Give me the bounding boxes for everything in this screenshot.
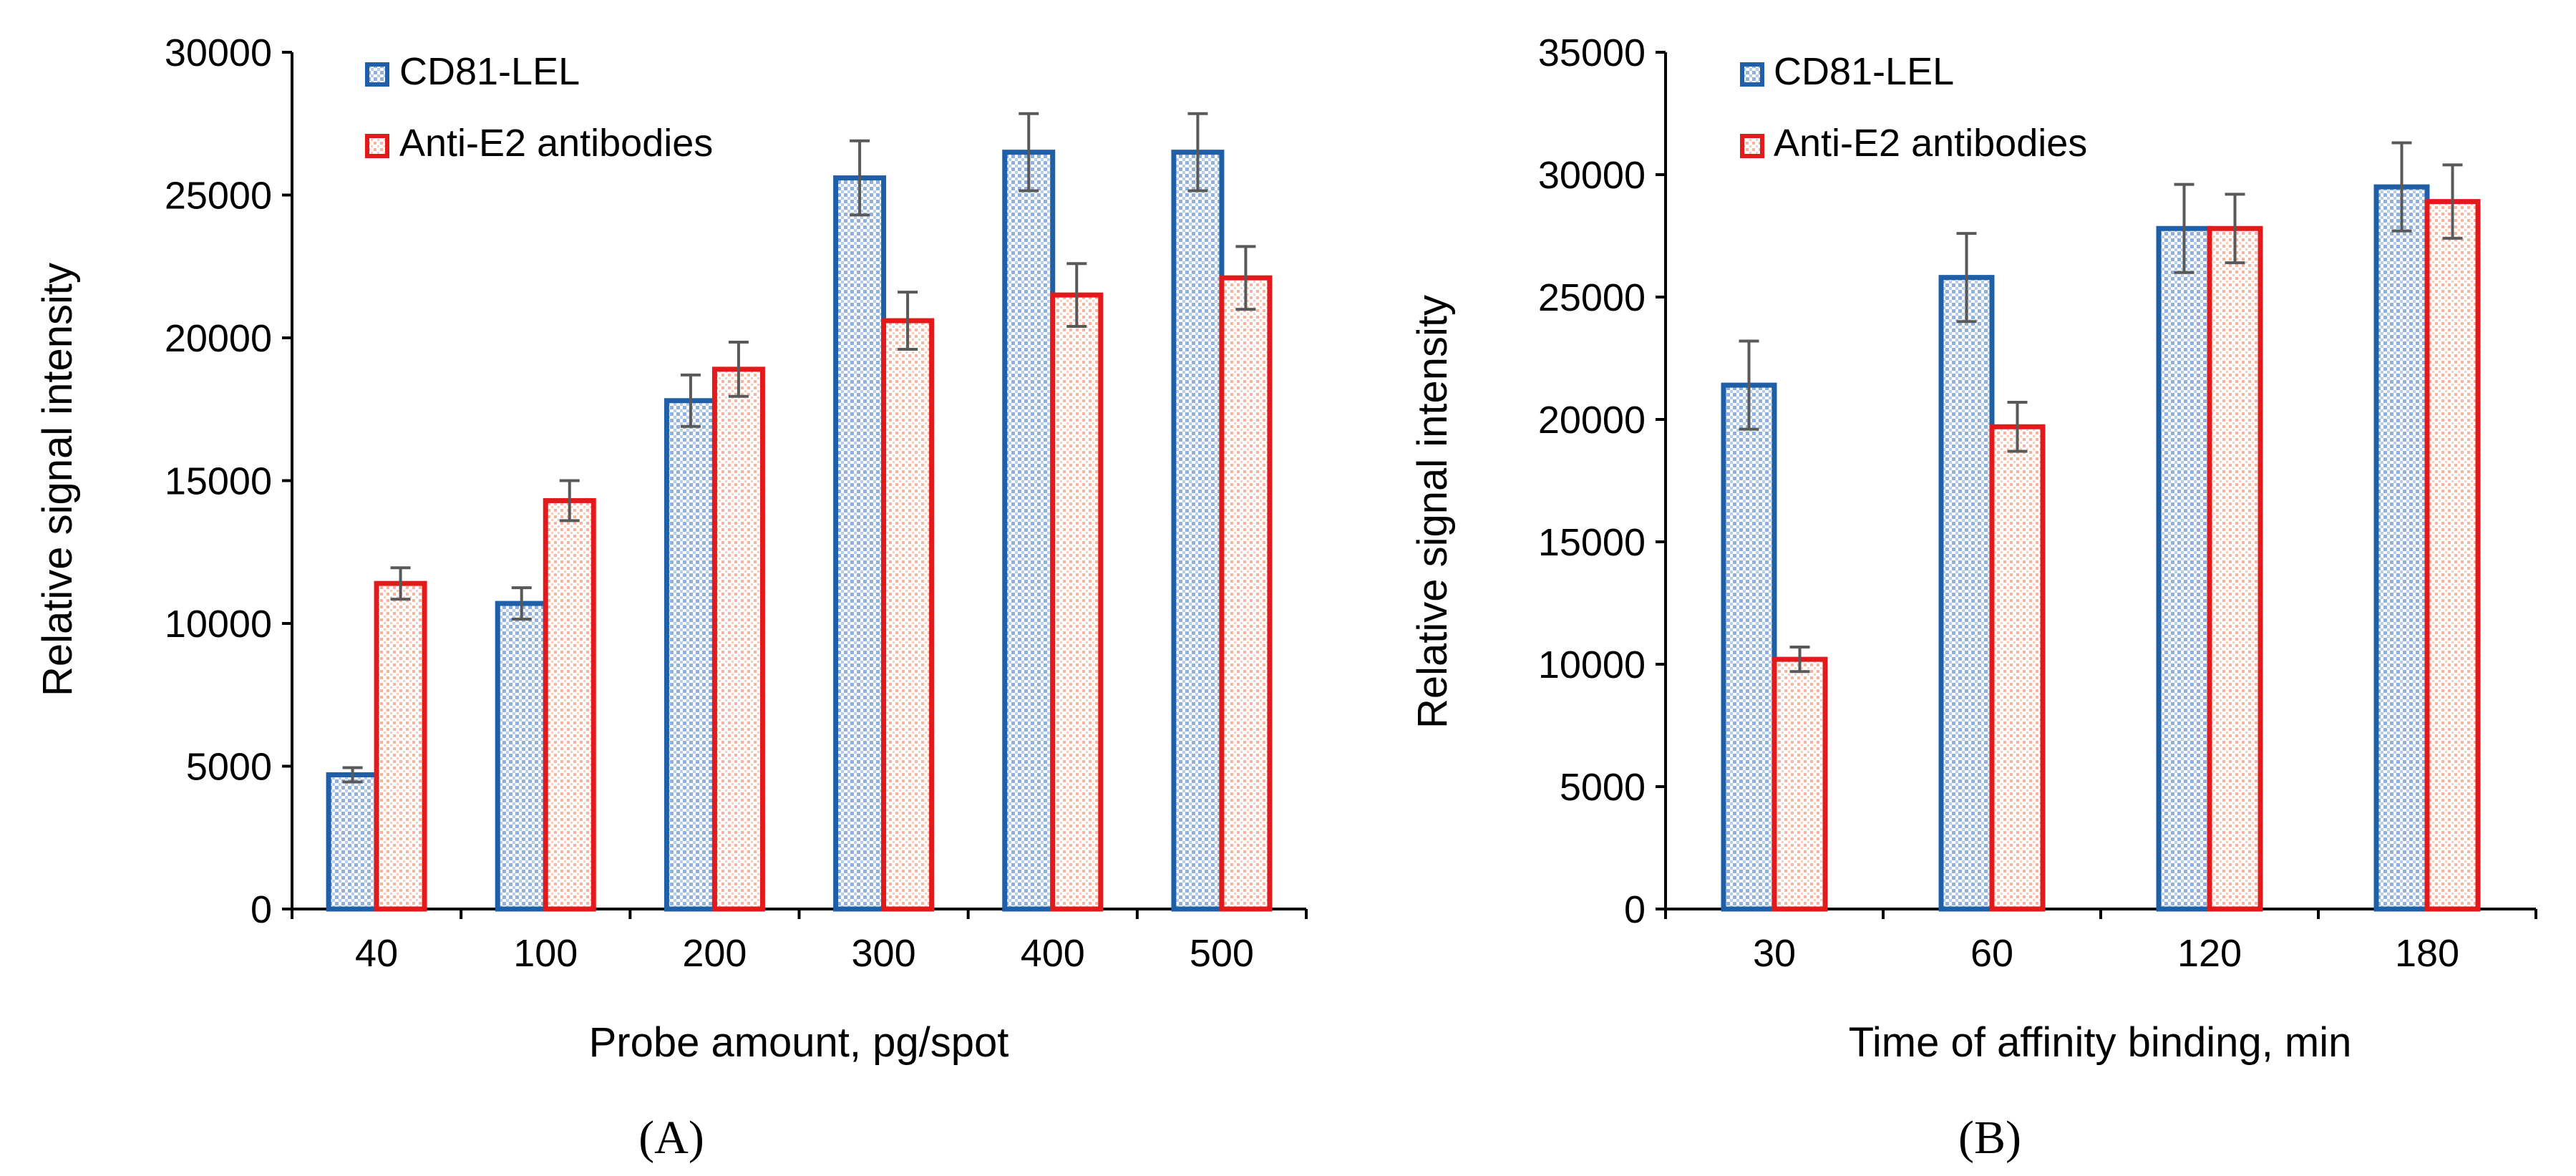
y-tick-label: 0 bbox=[1624, 888, 1646, 931]
legend-swatch-anti-e2 bbox=[365, 134, 389, 158]
legend-swatch-anti-e2 bbox=[1740, 134, 1764, 158]
bar-cd81-180 bbox=[2373, 184, 2430, 912]
x-tick-label: 120 bbox=[2177, 932, 2242, 975]
panel-a-y-axis-label: Relative signal intensity bbox=[34, 263, 81, 696]
legend-swatch-cd81 bbox=[1740, 62, 1764, 87]
panel-b-label: (B) bbox=[1958, 1112, 2021, 1164]
y-tick-label: 5000 bbox=[1560, 766, 1646, 809]
y-tick-label: 30000 bbox=[1538, 154, 1646, 197]
y-tick-label: 0 bbox=[251, 888, 272, 931]
x-tick-label: 400 bbox=[1021, 932, 1085, 975]
y-tick-label: 25000 bbox=[1538, 276, 1646, 319]
y-tick-label: 15000 bbox=[165, 460, 272, 503]
bar-cd81-200 bbox=[664, 398, 717, 912]
panel-b-x-axis-label: Time of affinity binding, min bbox=[1849, 1019, 2352, 1066]
bar-anti-e2-100 bbox=[543, 497, 596, 912]
bar-anti-e2-500 bbox=[1219, 275, 1273, 912]
legend-label-anti-e2: Anti-E2 antibodies bbox=[1774, 122, 2087, 165]
bar-cd81-120 bbox=[2156, 225, 2212, 912]
y-tick-label: 30000 bbox=[165, 31, 272, 74]
x-tick-label: 200 bbox=[682, 932, 747, 975]
x-tick-label: 60 bbox=[1970, 932, 2013, 975]
bar-cd81-100 bbox=[495, 601, 548, 912]
bar-anti-e2-180 bbox=[2424, 199, 2481, 912]
legend-label-cd81: CD81-LEL bbox=[399, 50, 580, 93]
bar-anti-e2-120 bbox=[2207, 225, 2263, 912]
x-tick-label: 500 bbox=[1190, 932, 1254, 975]
chart-panel-b: 0 5000 10000 15000 20000 25000 30000 35000 30 60 1… bbox=[1409, 31, 2537, 1164]
panel-a-label: (A) bbox=[638, 1112, 704, 1164]
y-tick-label: 15000 bbox=[1538, 521, 1646, 564]
bar-anti-e2-30 bbox=[1771, 656, 1828, 912]
x-tick-label: 300 bbox=[852, 932, 916, 975]
bar-cd81-400 bbox=[1002, 150, 1056, 912]
y-tick-label: 20000 bbox=[165, 317, 272, 360]
bar-cd81-40 bbox=[326, 772, 379, 912]
legend-label-cd81: CD81-LEL bbox=[1774, 50, 1954, 93]
bar-anti-e2-60 bbox=[1989, 424, 2046, 912]
y-tick-label: 25000 bbox=[165, 175, 272, 218]
bar-cd81-300 bbox=[833, 175, 887, 912]
y-tick-label: 20000 bbox=[1538, 399, 1646, 442]
bar-anti-e2-40 bbox=[374, 580, 427, 912]
y-tick-label: 10000 bbox=[1538, 643, 1646, 686]
x-tick-label: 30 bbox=[1753, 932, 1796, 975]
panel-a-legend: CD81-LEL Anti-E2 antibodies bbox=[365, 50, 713, 165]
panel-b-legend: CD81-LEL Anti-E2 antibodies bbox=[1740, 50, 2087, 165]
panel-a-plot: 0 5000 10000 15000 20000 25000 30000 40 100 200 30… bbox=[165, 31, 1308, 975]
panel-b-plot: 0 5000 10000 15000 20000 25000 30000 35000 30 60 1… bbox=[1538, 31, 2537, 975]
panel-a-x-axis-label: Probe amount, pg/spot bbox=[589, 1019, 1009, 1066]
bar-cd81-60 bbox=[1938, 275, 1995, 912]
bar-cd81-500 bbox=[1171, 150, 1225, 912]
legend-swatch-cd81 bbox=[365, 62, 389, 87]
x-tick-label: 180 bbox=[2395, 932, 2459, 975]
legend-label-anti-e2: Anti-E2 antibodies bbox=[399, 122, 713, 165]
bar-anti-e2-200 bbox=[711, 366, 765, 912]
chart-panel-a: 0 5000 10000 15000 20000 25000 30000 40 100 200 30… bbox=[34, 31, 1308, 1164]
x-tick-label: 100 bbox=[513, 932, 578, 975]
bar-anti-e2-300 bbox=[881, 318, 935, 912]
y-tick-label: 35000 bbox=[1538, 31, 1646, 74]
y-tick-label: 5000 bbox=[186, 746, 272, 789]
y-tick-label: 10000 bbox=[165, 603, 272, 646]
bar-anti-e2-400 bbox=[1050, 292, 1104, 912]
bar-cd81-30 bbox=[1721, 382, 1777, 912]
panel-b-y-axis-label: Relative signal intensity bbox=[1409, 295, 1456, 729]
x-tick-label: 40 bbox=[355, 932, 398, 975]
